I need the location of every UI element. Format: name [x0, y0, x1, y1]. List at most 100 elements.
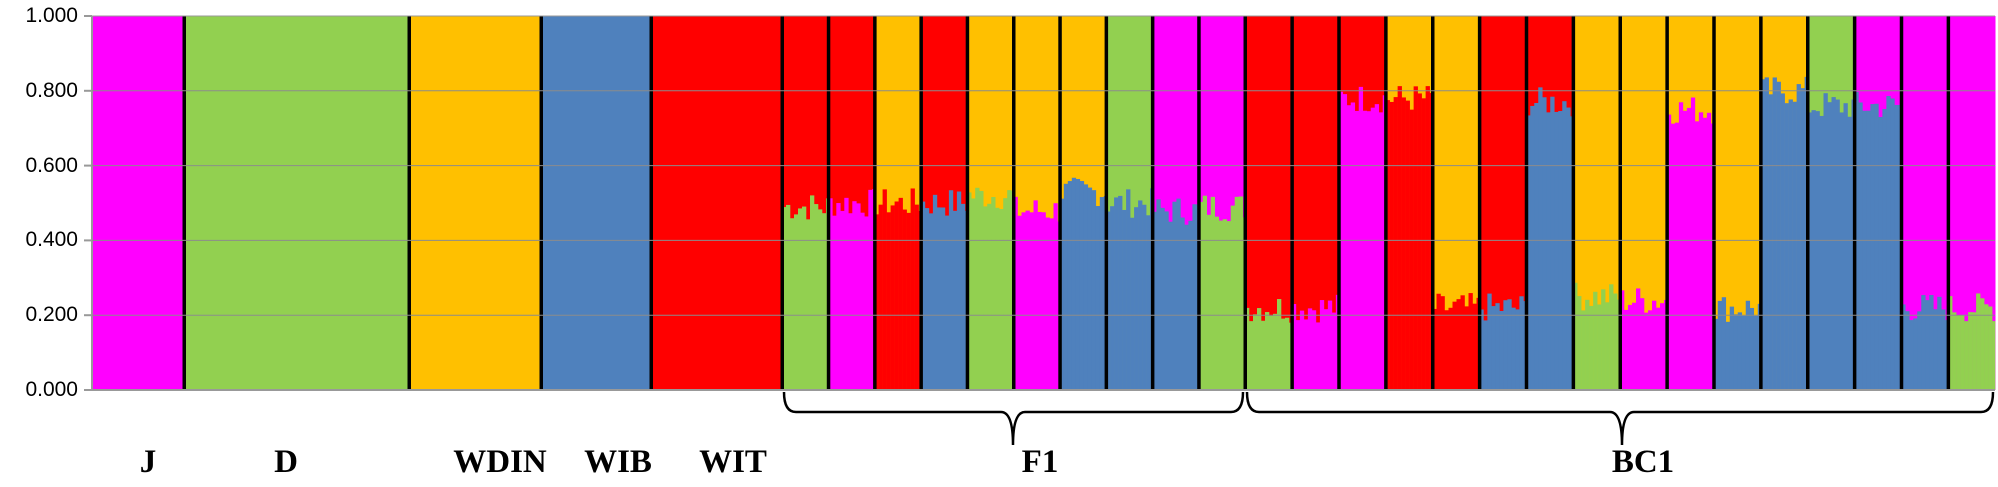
- bar-segment: [840, 210, 845, 390]
- family-separator: [1806, 16, 1810, 390]
- bar-segment: [1370, 107, 1376, 390]
- bar-segment: [1226, 221, 1231, 390]
- bar-segment: [1409, 109, 1414, 390]
- bar-segment: [1597, 304, 1602, 390]
- bar-segment: [1261, 320, 1266, 390]
- bar-segment: [1507, 299, 1512, 390]
- bar-segment: [1815, 111, 1820, 390]
- family-separator: [182, 16, 186, 390]
- family-separator: [407, 16, 411, 390]
- bar-segment: [1257, 308, 1262, 390]
- bar-segment: [1686, 107, 1692, 390]
- bar-segment: [1937, 296, 1942, 390]
- bar-segment: [1307, 308, 1313, 390]
- bar-segment: [1866, 110, 1871, 390]
- bar-segment: [1905, 311, 1910, 390]
- bar-segment: [1003, 198, 1008, 390]
- bar-segment: [1652, 300, 1657, 390]
- bar-segment: [1566, 107, 1571, 390]
- bar-segment: [1644, 312, 1649, 390]
- bar-segment: [1835, 99, 1840, 390]
- bar-segment: [1285, 317, 1290, 390]
- bar-segment: [1114, 197, 1119, 390]
- bar-segment: [1948, 296, 1953, 390]
- bar-segment: [1397, 86, 1402, 390]
- bar-segment: [1075, 179, 1081, 390]
- bar-segment: [1299, 310, 1305, 390]
- bar-segment: [1577, 296, 1582, 390]
- family-separator: [1946, 16, 1951, 390]
- bar-segment: [928, 213, 934, 390]
- bar-segment: [1666, 114, 1672, 390]
- bar-segment: [1013, 196, 1018, 390]
- bar-segment: [1168, 221, 1173, 390]
- bar-segment: [1886, 96, 1891, 390]
- bar-segment: [1784, 103, 1789, 391]
- bar-segment: [1230, 205, 1235, 390]
- bar-segment: [1526, 115, 1531, 390]
- group-label-d: D: [274, 444, 298, 480]
- bar-segment: [999, 209, 1004, 390]
- bar-segment: [944, 215, 950, 390]
- bar-segment: [882, 189, 887, 390]
- bar-segment: [1037, 211, 1042, 390]
- bar-segment: [1222, 219, 1227, 390]
- bar-segment: [1874, 103, 1879, 391]
- bar-segment: [1346, 105, 1352, 390]
- bar-segment: [1122, 209, 1127, 390]
- bar-segment: [1432, 308, 1437, 390]
- bar-segment: [1448, 307, 1453, 390]
- bar-segment: [1760, 79, 1765, 391]
- bar-segment: [1291, 304, 1297, 390]
- bar-segment: [1342, 94, 1348, 390]
- bar-segment: [814, 204, 819, 390]
- bar-segment: [1519, 296, 1524, 390]
- bar-segment: [1862, 110, 1867, 391]
- family-separator: [1899, 16, 1904, 390]
- bar-segment: [1146, 215, 1151, 390]
- bar-segment: [860, 212, 865, 390]
- bar-segment: [1581, 310, 1586, 390]
- bar-segment: [1827, 102, 1832, 390]
- bar-segment: [1366, 111, 1372, 391]
- family-separator: [1150, 16, 1155, 390]
- bar-segment: [886, 212, 891, 390]
- bar-segment: [1327, 300, 1333, 390]
- bar-segment: [1933, 309, 1938, 390]
- bar-segment: [1792, 101, 1797, 390]
- bar-segment: [1091, 190, 1097, 390]
- bar-segment: [1071, 177, 1077, 390]
- bar-segment: [1788, 99, 1793, 390]
- bar-segment: [1025, 210, 1030, 390]
- bar-segment: [1491, 306, 1496, 390]
- bar-segment: [1378, 112, 1384, 390]
- bar-segment: [1405, 100, 1410, 391]
- bar-segment: [1138, 200, 1143, 390]
- bar-segment: [1678, 102, 1684, 391]
- bar-segment: [1976, 293, 1981, 390]
- group-brackets: [782, 391, 1995, 446]
- bar-segment: [1780, 93, 1785, 391]
- bar-segment: [836, 203, 841, 390]
- bar-segment: [1882, 109, 1887, 391]
- bar-segment: [1858, 102, 1863, 390]
- bar-segment: [1831, 97, 1836, 391]
- family-separator: [826, 16, 831, 390]
- bar-segment: [1331, 312, 1337, 390]
- bar-segment: [828, 198, 833, 390]
- bar-segment: [1741, 315, 1747, 390]
- ytick-label: 0.200: [25, 303, 78, 327]
- group-label-j: J: [139, 444, 157, 480]
- bar-segment: [1184, 224, 1189, 390]
- bar-segment: [1698, 112, 1704, 390]
- bar-segment: [1269, 315, 1274, 390]
- bar-segment: [1245, 307, 1250, 390]
- bar-segment: [1921, 295, 1926, 390]
- bar-segment: [1164, 211, 1169, 390]
- family-separator: [1571, 16, 1576, 390]
- bar-segment: [1362, 110, 1368, 391]
- group-label-f1: F1: [1021, 444, 1059, 480]
- group-label-wib: WIB: [584, 444, 652, 480]
- bar-segment: [1234, 196, 1239, 390]
